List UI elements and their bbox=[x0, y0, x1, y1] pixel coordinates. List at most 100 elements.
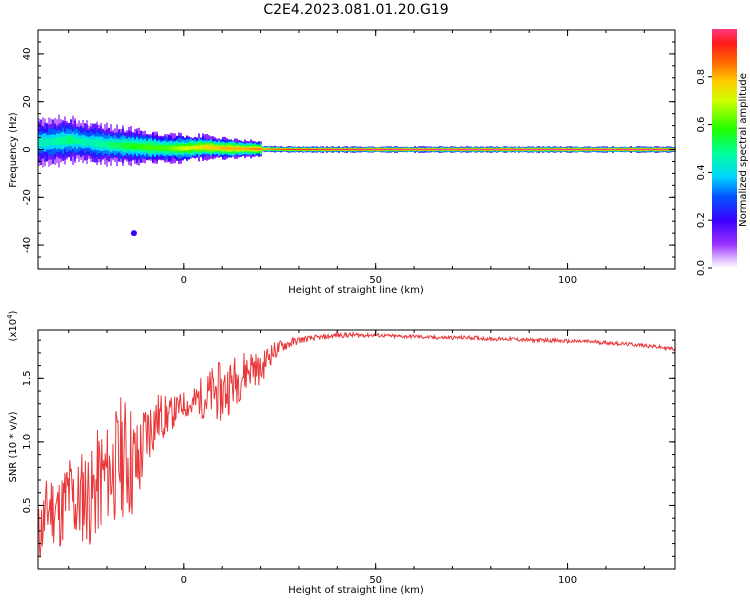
spectrum-heat-cell bbox=[616, 149, 618, 151]
spectrum-heat-cell bbox=[352, 149, 354, 151]
spectrum-heat-cell bbox=[630, 149, 632, 151]
spectrum-heat-cell bbox=[414, 149, 416, 151]
spectrum-heat-cell bbox=[48, 138, 50, 146]
spectrum-heat-cell bbox=[140, 144, 142, 149]
spectrum-heat-cell bbox=[384, 149, 386, 151]
spectrum-heat-cell bbox=[242, 147, 244, 151]
spectrum-heat-cell bbox=[126, 142, 128, 149]
spectrum-heat-cell bbox=[102, 141, 104, 147]
spectrum-heat-cell bbox=[278, 148, 280, 150]
spectrum-heat-cell bbox=[644, 149, 646, 151]
spectrum-heat-cell bbox=[338, 149, 340, 151]
snr-y-tick-label: 0.5 bbox=[22, 497, 33, 513]
spectrum-heat-cell bbox=[312, 149, 314, 151]
spectrum-heat-cell bbox=[434, 149, 436, 151]
spectrum-heat-cell bbox=[88, 138, 90, 146]
spectrum-heat-cell bbox=[594, 149, 596, 151]
spectrum-heat-cell bbox=[258, 147, 260, 151]
spectrum-heat-cell bbox=[524, 149, 526, 151]
spectrum-heat-cell bbox=[654, 149, 656, 151]
spectrum-heat-cell bbox=[320, 149, 322, 151]
spectrum-heat-cell bbox=[40, 137, 42, 147]
spectrum-heat-cell bbox=[646, 148, 648, 151]
spectrum-heat-cell bbox=[214, 146, 216, 150]
spectrum-heat-cell bbox=[418, 149, 420, 151]
spectrum-heat-cell bbox=[210, 145, 212, 150]
spectrum-heat-cell bbox=[432, 148, 434, 151]
spectrum-heat-cell bbox=[592, 148, 594, 151]
spectrum-heat-cell bbox=[72, 136, 74, 145]
spectrum-heat-cell bbox=[104, 141, 106, 147]
spectrum-heat-cell bbox=[464, 149, 466, 151]
spectrum-heat-cell bbox=[98, 140, 100, 147]
spectrum-heat-cell bbox=[652, 148, 654, 151]
spectrum-heat-cell bbox=[536, 149, 538, 151]
spectrum-heat-cell bbox=[546, 148, 548, 151]
spectrum-heat-cell bbox=[184, 146, 186, 151]
spectrum-heat-cell bbox=[356, 149, 358, 151]
spectrum-heat-cell bbox=[602, 148, 604, 151]
spectrum-heat-cell bbox=[664, 149, 666, 151]
spectrum-heat-cell bbox=[512, 149, 514, 151]
spectrum-heat-cell bbox=[130, 143, 132, 150]
spectrum-heat-cell bbox=[422, 149, 424, 151]
spectrum-heat-cell bbox=[252, 147, 254, 151]
spectrum-heat-cell bbox=[376, 149, 378, 151]
spectrum-heat-cell bbox=[334, 149, 336, 151]
spectrum-heat-cell bbox=[612, 149, 614, 151]
snr-x-tick-label: 50 bbox=[369, 575, 382, 586]
spectrum-heat-cell bbox=[50, 138, 52, 146]
spectrum-heat-cell bbox=[238, 147, 240, 150]
spectrum-heat-cell bbox=[574, 148, 576, 151]
spectrum-heat-cell bbox=[194, 145, 196, 150]
spectrum-heat-cell bbox=[122, 142, 124, 149]
spectrum-heat-cell bbox=[254, 147, 256, 151]
spectrum-heat-cell bbox=[618, 149, 620, 151]
spectrum-heat-cell bbox=[580, 149, 582, 151]
spectrum-heat-cell bbox=[358, 148, 360, 151]
spectrum-heat-cell bbox=[628, 149, 630, 151]
spectrum-x-axis-label: Height of straight line (km) bbox=[288, 285, 424, 296]
spectrum-x-tick-label: 50 bbox=[369, 275, 382, 286]
spectrum-heat-cell bbox=[542, 148, 544, 151]
spectrum-heat-cell bbox=[78, 137, 80, 145]
spectrum-x-tick-label: 100 bbox=[558, 275, 577, 286]
spectrum-heat-cell bbox=[58, 136, 60, 146]
spectrum-heat-cell bbox=[392, 149, 394, 151]
spectrum-heat-cell bbox=[246, 147, 248, 151]
spectrum-heat-cell bbox=[660, 149, 662, 151]
spectrum-heat-cell bbox=[490, 149, 492, 151]
spectrum-heat-cell bbox=[60, 137, 62, 144]
spectrum-heat-cell bbox=[662, 149, 664, 151]
spectrum-heat-cell bbox=[276, 148, 278, 150]
colorbar-tick-label: 0.4 bbox=[696, 164, 707, 180]
spectrum-heat-cell bbox=[316, 148, 318, 151]
spectrum-heat-cell bbox=[224, 146, 226, 150]
spectrum-heat-cell bbox=[402, 149, 404, 151]
spectrum-heat-cell bbox=[262, 148, 264, 150]
spectrum-heat-cell bbox=[444, 148, 446, 151]
snr-panel: 0 50 100 0.5 1.0 1.5 Height of straight line… bbox=[6, 310, 676, 596]
spectrum-heat-cell bbox=[100, 140, 102, 148]
spectrum-heat-cell bbox=[208, 145, 210, 150]
spectrum-heat-cell bbox=[564, 148, 566, 151]
spectrum-heat-cell bbox=[480, 149, 482, 151]
spectrum-heat-cell bbox=[368, 149, 370, 151]
spectrum-heat-cell bbox=[162, 145, 164, 151]
spectrum-heat-cell bbox=[56, 137, 58, 146]
spectrum-heat-cell bbox=[454, 149, 456, 151]
spectrum-heat-cell bbox=[128, 142, 130, 150]
spectrum-heat-cell bbox=[216, 146, 218, 150]
colorbar: 0.0 0.2 0.4 0.6 0.8 Normalized spectral ampl… bbox=[696, 29, 749, 276]
spectrum-heat-cell bbox=[560, 149, 562, 151]
spectrum-heat-cell bbox=[54, 138, 56, 145]
spectrum-heat-cell bbox=[378, 149, 380, 151]
colorbar-ticks: 0.0 0.2 0.4 0.6 0.8 bbox=[696, 69, 712, 276]
spectrum-heat-cell bbox=[308, 148, 310, 151]
spectrum-heat-cell bbox=[636, 149, 638, 151]
spectrum-heat-cell bbox=[234, 147, 236, 150]
snr-x-ticks: 0 50 100 bbox=[68, 330, 645, 586]
spectrum-heat-cell bbox=[164, 145, 166, 151]
spectrum-heat-cell bbox=[666, 149, 668, 151]
spectrum-heat-cell bbox=[348, 148, 350, 151]
